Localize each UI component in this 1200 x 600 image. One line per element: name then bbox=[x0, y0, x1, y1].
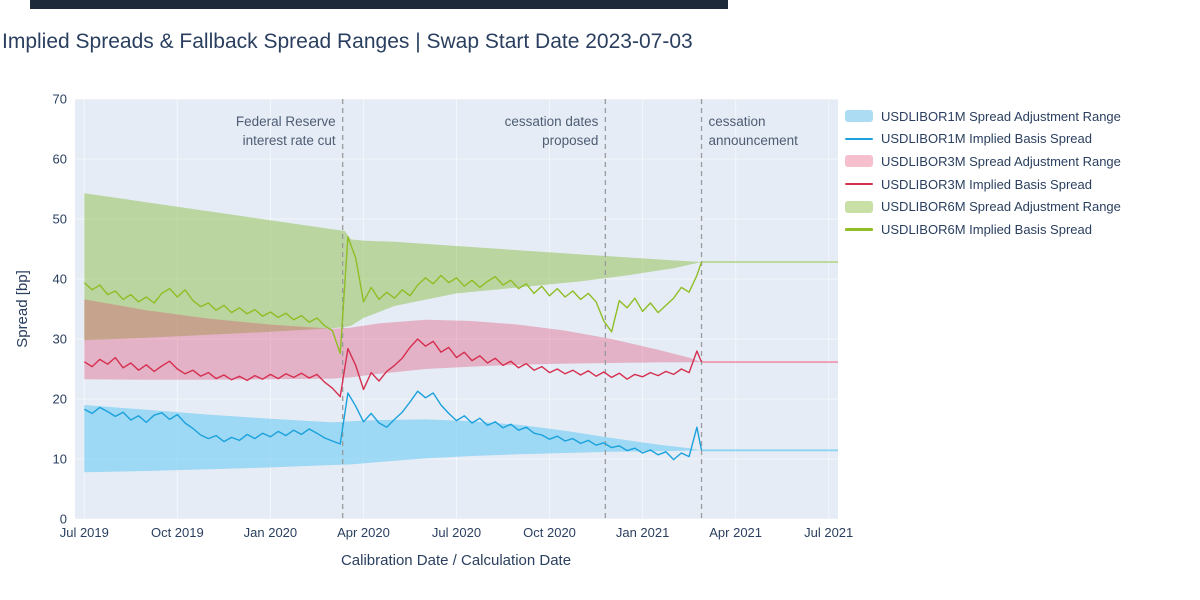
legend-label: USDLIBOR6M Implied Basis Spread bbox=[881, 221, 1092, 237]
legend-label: USDLIBOR1M Spread Adjustment Range bbox=[881, 108, 1121, 124]
legend-band-swatch bbox=[845, 155, 873, 168]
y-tick-label: 20 bbox=[53, 392, 67, 407]
x-tick-label: Oct 2020 bbox=[523, 525, 576, 540]
band-usdlibor1m-spread-adjustment-range bbox=[84, 405, 702, 473]
band-usdlibor3m-spread-adjustment-range bbox=[84, 299, 702, 380]
line-usdlibor3m-implied-basis-spread bbox=[83, 338, 703, 398]
x-tick-label: Jul 2019 bbox=[60, 525, 109, 540]
x-tick-label: Apr 2020 bbox=[337, 525, 390, 540]
y-tick-label: 10 bbox=[53, 452, 67, 467]
event-annotation: cessation bbox=[709, 114, 766, 129]
legend-item-usdlibor1m-implied-basis-spread[interactable]: USDLIBOR1M Implied Basis Spread bbox=[845, 128, 1121, 151]
y-tick-label: 30 bbox=[53, 332, 67, 347]
band-usdlibor6m-spread-adjustment-range bbox=[84, 193, 702, 341]
legend-line-swatch bbox=[845, 227, 873, 231]
y-tick-label: 60 bbox=[53, 152, 67, 167]
y-axis-title: Spread [bp] bbox=[14, 270, 31, 348]
event-annotation: interest rate cut bbox=[243, 133, 336, 148]
legend-line-swatch bbox=[845, 137, 873, 141]
x-tick-label: Jul 2021 bbox=[804, 525, 853, 540]
y-tick-label: 40 bbox=[53, 272, 67, 287]
y-tick-label: 50 bbox=[53, 212, 67, 227]
legend-label: USDLIBOR1M Implied Basis Spread bbox=[881, 131, 1092, 147]
x-tick-label: Oct 2019 bbox=[151, 525, 204, 540]
x-tick-label: Jul 2020 bbox=[432, 525, 481, 540]
line-usdlibor6m-implied-basis-spread bbox=[83, 236, 703, 355]
legend-item-usdlibor1m-spread-adjustment-range[interactable]: USDLIBOR1M Spread Adjustment Range bbox=[845, 105, 1121, 128]
event-annotation: proposed bbox=[542, 133, 598, 148]
x-tick-label: Jan 2021 bbox=[616, 525, 670, 540]
legend-item-usdlibor6m-spread-adjustment-range[interactable]: USDLIBOR6M Spread Adjustment Range bbox=[845, 195, 1121, 218]
legend: USDLIBOR1M Spread Adjustment Range USDLIB… bbox=[845, 105, 1121, 241]
legend-band-swatch bbox=[845, 110, 873, 123]
legend-item-usdlibor3m-implied-basis-spread[interactable]: USDLIBOR3M Implied Basis Spread bbox=[845, 173, 1121, 196]
event-annotation: announcement bbox=[709, 133, 799, 148]
x-axis-title: Calibration Date / Calculation Date bbox=[341, 552, 571, 569]
line-usdlibor1m-implied-basis-spread bbox=[83, 390, 703, 461]
legend-item-usdlibor6m-implied-basis-spread[interactable]: USDLIBOR6M Implied Basis Spread bbox=[845, 218, 1121, 241]
x-tick-label: Apr 2021 bbox=[709, 525, 762, 540]
event-annotation: Federal Reserve bbox=[236, 114, 336, 129]
event-annotation: cessation dates bbox=[505, 114, 599, 129]
y-tick-label: 70 bbox=[53, 92, 67, 107]
x-tick-label: Jan 2020 bbox=[244, 525, 298, 540]
legend-item-usdlibor3m-spread-adjustment-range[interactable]: USDLIBOR3M Spread Adjustment Range bbox=[845, 150, 1121, 173]
legend-label: USDLIBOR3M Implied Basis Spread bbox=[881, 176, 1092, 192]
legend-line-swatch bbox=[845, 182, 873, 186]
legend-band-swatch bbox=[845, 200, 873, 213]
top-bar-fragment bbox=[30, 0, 728, 9]
y-tick-label: 0 bbox=[60, 512, 67, 527]
chart-title: Implied Spreads & Fallback Spread Ranges… bbox=[2, 30, 693, 53]
legend-label: USDLIBOR3M Spread Adjustment Range bbox=[881, 153, 1121, 169]
legend-label: USDLIBOR6M Spread Adjustment Range bbox=[881, 199, 1121, 215]
